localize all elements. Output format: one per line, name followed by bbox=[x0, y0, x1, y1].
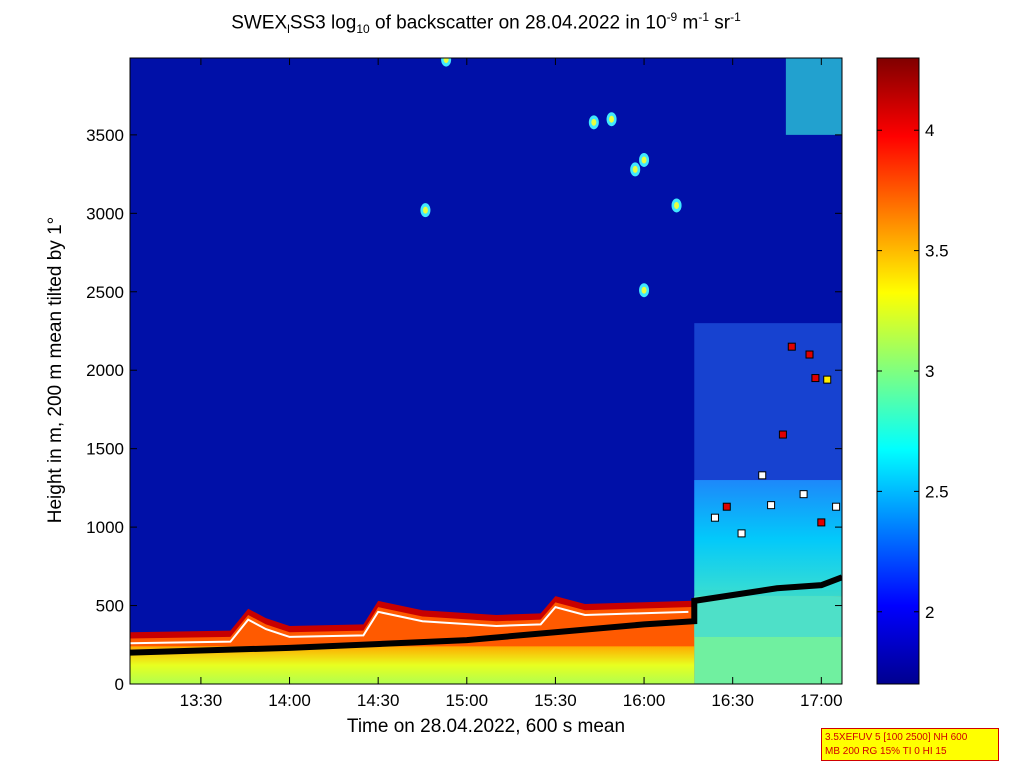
cloud-point-3 bbox=[758, 471, 767, 480]
cloud-point-5 bbox=[778, 430, 787, 439]
aerosol-blob-core-7 bbox=[632, 165, 638, 173]
x-tick-label-3: 15:00 bbox=[446, 691, 489, 710]
cloud-point-11 bbox=[823, 375, 832, 384]
cloud-point-10 bbox=[817, 518, 826, 527]
upper-mixed-layer bbox=[694, 480, 842, 598]
colorbar-tick-label-3: 3.5 bbox=[925, 242, 949, 261]
y-tick-label-7: 3500 bbox=[86, 126, 124, 145]
processing-info-box: 3.5XEFUV 5 [100 2500] NH 600 MB 200 RG 1… bbox=[821, 728, 999, 761]
x-tick-label-2: 14:30 bbox=[357, 691, 400, 710]
layer-marker-line bbox=[130, 574, 842, 656]
aerosol-blob-core-3 bbox=[641, 156, 647, 164]
cloud-point-4 bbox=[767, 501, 776, 510]
cloud-point-8 bbox=[805, 350, 814, 359]
x-axis-label: Time on 28.04.2022, 600 s mean bbox=[346, 716, 626, 737]
y-tick-label-5: 2500 bbox=[86, 283, 124, 302]
late-layer-band bbox=[694, 596, 842, 637]
y-tick-label-6: 3000 bbox=[86, 204, 124, 223]
cloud-point-0 bbox=[710, 513, 719, 522]
x-tick-label-5: 16:00 bbox=[623, 691, 666, 710]
y-axis-label: Height in m, 200 m mean tilted by 1° bbox=[45, 216, 66, 524]
cloud-point-12 bbox=[832, 502, 841, 511]
x-tick-label-6: 16:30 bbox=[711, 691, 754, 710]
boundary-layer-line bbox=[130, 605, 689, 645]
aerosol-blob-core-0 bbox=[443, 58, 449, 64]
y-tick-label-4: 2000 bbox=[86, 361, 124, 380]
plot-frame bbox=[129, 57, 843, 685]
colorbar-tick-label-0: 2 bbox=[925, 603, 934, 622]
cloud-point-6 bbox=[787, 342, 796, 351]
x-tick-label-7: 17:00 bbox=[800, 691, 843, 710]
chart-title: SWEXlSS3 log10 of backscatter on 28.04.2… bbox=[231, 10, 741, 37]
cloud-point-2 bbox=[737, 529, 746, 538]
colorbar-tick-label-4: 4 bbox=[925, 121, 934, 140]
colorbar-tick-label-1: 2.5 bbox=[925, 482, 949, 501]
y-tick-label-1: 500 bbox=[96, 597, 124, 616]
aerosol-blob-core-5 bbox=[422, 206, 428, 214]
y-tick-label-3: 1500 bbox=[86, 440, 124, 459]
colorbar bbox=[876, 57, 920, 685]
cloud-point-9 bbox=[811, 374, 820, 383]
colorbar-tick-label-2: 3 bbox=[925, 362, 934, 381]
aerosol-blob-core-6 bbox=[641, 286, 647, 294]
x-tick-label-1: 14:00 bbox=[268, 691, 311, 710]
aerosol-blob-core-2 bbox=[591, 118, 597, 126]
aerosol-blob-core-1 bbox=[609, 115, 615, 123]
info-line-1: 3.5XEFUV 5 [100 2500] NH 600 bbox=[825, 732, 968, 743]
y-tick-label-2: 1000 bbox=[86, 518, 124, 537]
aerosol-blob-core-4 bbox=[674, 201, 680, 209]
top-right-aerosol bbox=[785, 58, 842, 135]
info-line-2: MB 200 RG 15% TI 0 HI 15 bbox=[825, 746, 947, 757]
cloud-point-7 bbox=[799, 490, 808, 499]
x-tick-label-0: 13:30 bbox=[180, 691, 223, 710]
cloud-point-1 bbox=[722, 502, 731, 511]
y-tick-label-0: 0 bbox=[115, 675, 124, 694]
x-tick-label-4: 15:30 bbox=[534, 691, 577, 710]
